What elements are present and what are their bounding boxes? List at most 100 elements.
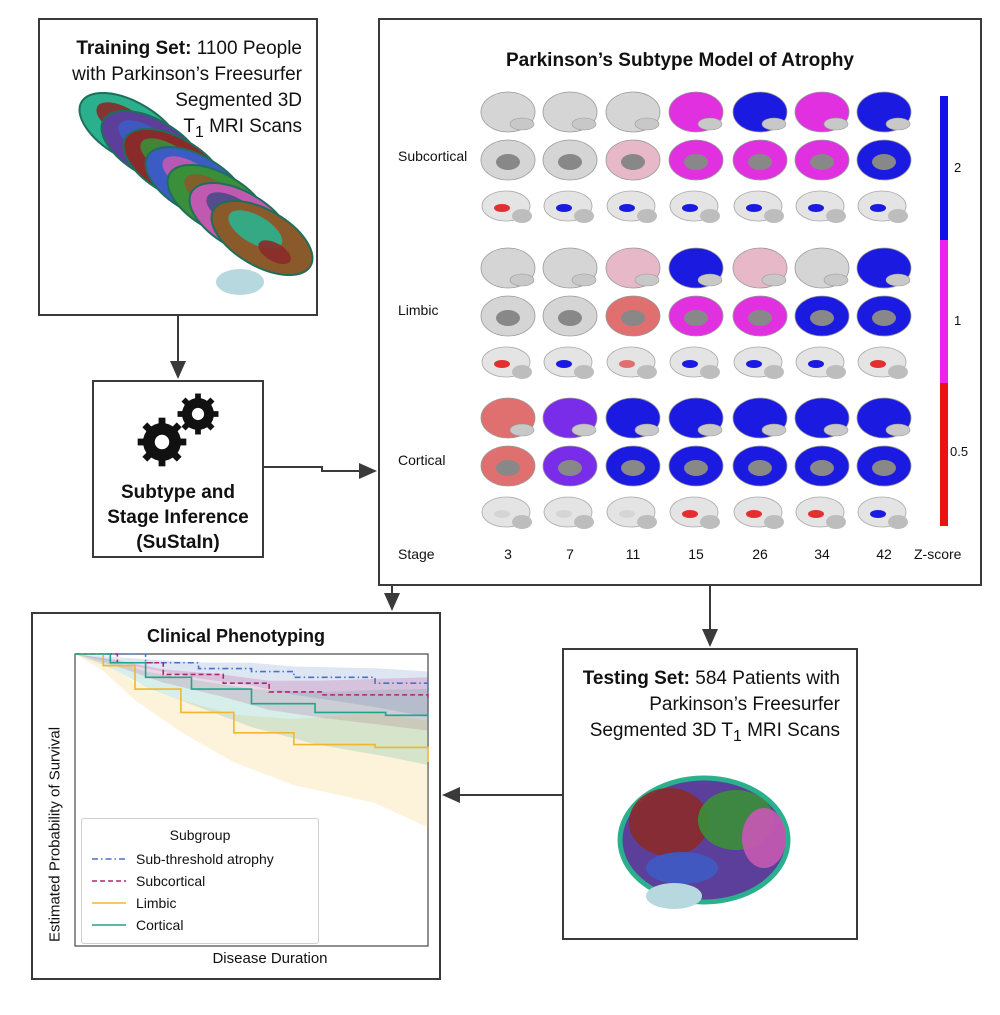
brain-medial — [668, 295, 724, 337]
brain-medial — [668, 445, 724, 487]
brain-lateral — [732, 397, 788, 439]
phenotyping-title: Clinical Phenotyping — [146, 626, 325, 646]
brain-lateral — [605, 91, 661, 133]
colorbar-segment-05 — [940, 383, 948, 526]
brain-subcortical — [795, 190, 846, 223]
legend-item-subcortical: Subcortical — [92, 873, 206, 889]
colorbar-tick: 2 — [954, 160, 962, 175]
arrow-inference-to-model — [264, 463, 377, 479]
stage-axis-label: Stage — [398, 546, 435, 562]
clinical-phenotyping-box: Clinical Phenotyping Estimated Probabili… — [31, 612, 441, 980]
brain-medial — [794, 295, 850, 337]
brain-medial — [605, 295, 661, 337]
stage-label: 15 — [688, 546, 704, 562]
stage-label: 7 — [566, 546, 574, 562]
brain-medial — [542, 139, 598, 181]
brain-lateral — [732, 91, 788, 133]
stage-label: 26 — [752, 546, 768, 562]
row-label-cortical: Cortical — [398, 452, 446, 468]
stage-label: 34 — [814, 546, 830, 562]
brain-medial — [732, 295, 788, 337]
legend-item-cortical: Cortical — [92, 917, 184, 933]
colorbar-tick: 0.5 — [950, 444, 969, 459]
brain-medial — [732, 139, 788, 181]
survival-curve — [75, 653, 429, 763]
training-set-text: 1100 People with Parkinson’s Freesurfer … — [72, 38, 302, 111]
stage-label: 42 — [876, 546, 892, 562]
testing-set-description: Testing Set: 584 Patients with Parkinson… — [582, 668, 840, 745]
brain-lateral — [480, 397, 536, 439]
training-set-title: Training Set: — [76, 38, 192, 59]
brain-subcortical — [481, 496, 532, 529]
colorbar — [940, 96, 948, 526]
brain-stack-image — [78, 91, 314, 295]
brain-lateral — [732, 247, 788, 289]
brain-subcortical — [669, 496, 720, 529]
brain-medial — [794, 139, 850, 181]
colorbar-label: Z-score — [914, 546, 962, 562]
brain-subcortical — [543, 346, 594, 379]
legend-item-subthreshold: Sub-threshold atrophy — [92, 851, 274, 867]
subtype-model-box: Parkinson’s Subtype Model of Atrophy Sub… — [378, 18, 982, 586]
colorbar-segment-1 — [940, 240, 948, 383]
legend-item-limbic: Limbic — [92, 895, 177, 911]
brain-medial — [605, 445, 661, 487]
stage-label: 3 — [504, 546, 512, 562]
legend: Subgroup Sub-threshold atrophy Subcortic… — [81, 818, 319, 944]
occipital-lobe — [742, 808, 786, 868]
brain-medial — [794, 445, 850, 487]
survival-curve — [75, 653, 429, 690]
survival-x-axis-label: Disease Duration — [212, 950, 328, 967]
brain-subcortical — [733, 190, 784, 223]
brain-subcortical — [606, 496, 657, 529]
gears-icon — [137, 393, 219, 467]
brain-lateral — [542, 247, 598, 289]
brain-medial — [668, 139, 724, 181]
inference-box: Subtype and Stage Inference (SuStaIn) — [92, 380, 264, 558]
brain-medial — [605, 139, 661, 181]
brain-medial — [542, 445, 598, 487]
brain-3d-image — [617, 775, 791, 909]
stage-label: 11 — [625, 546, 641, 562]
brain-medial — [732, 445, 788, 487]
brain-subcortical — [733, 496, 784, 529]
survival-curve — [75, 653, 429, 719]
brain-lateral — [794, 397, 850, 439]
cerebellum — [646, 883, 702, 909]
brain-medial — [480, 445, 536, 487]
brain-medial — [856, 139, 912, 181]
brain-lateral — [668, 247, 724, 289]
training-set-box: Training Set: 1100 People with Parkinson… — [38, 18, 318, 316]
brain-subcortical — [857, 496, 908, 529]
brain-medial — [480, 139, 536, 181]
brain-subcortical — [481, 190, 532, 223]
brain-subcortical — [795, 346, 846, 379]
brain-subcortical — [857, 346, 908, 379]
row-label-limbic: Limbic — [398, 302, 439, 318]
brain-lateral — [668, 397, 724, 439]
survival-band — [75, 654, 428, 765]
brain-lateral — [605, 397, 661, 439]
testing-set-box: Testing Set: 584 Patients with Parkinson… — [562, 648, 858, 940]
brain-subcortical — [795, 496, 846, 529]
brain-lateral — [794, 247, 850, 289]
brain-subcortical — [733, 346, 784, 379]
brain-medial — [542, 295, 598, 337]
brain-subcortical — [669, 190, 720, 223]
brain-lateral — [605, 247, 661, 289]
brain-subcortical — [543, 190, 594, 223]
inference-label: Subtype and Stage Inference (SuStaIn) — [107, 482, 249, 553]
frontal-lobe — [629, 788, 709, 856]
brain-grid — [480, 91, 912, 529]
brain-lateral — [542, 397, 598, 439]
brain-lateral — [856, 91, 912, 133]
training-set-description: Training Set: 1100 People with Parkinson… — [72, 38, 302, 141]
model-title: Parkinson’s Subtype Model of Atrophy — [505, 50, 854, 71]
brain-slice — [210, 199, 314, 277]
colorbar-segment-2 — [940, 96, 948, 240]
brain-lateral — [856, 397, 912, 439]
cerebellum — [216, 269, 264, 295]
testing-set-title: Testing Set: — [582, 668, 691, 689]
brain-lateral — [668, 91, 724, 133]
brain-lateral — [856, 247, 912, 289]
